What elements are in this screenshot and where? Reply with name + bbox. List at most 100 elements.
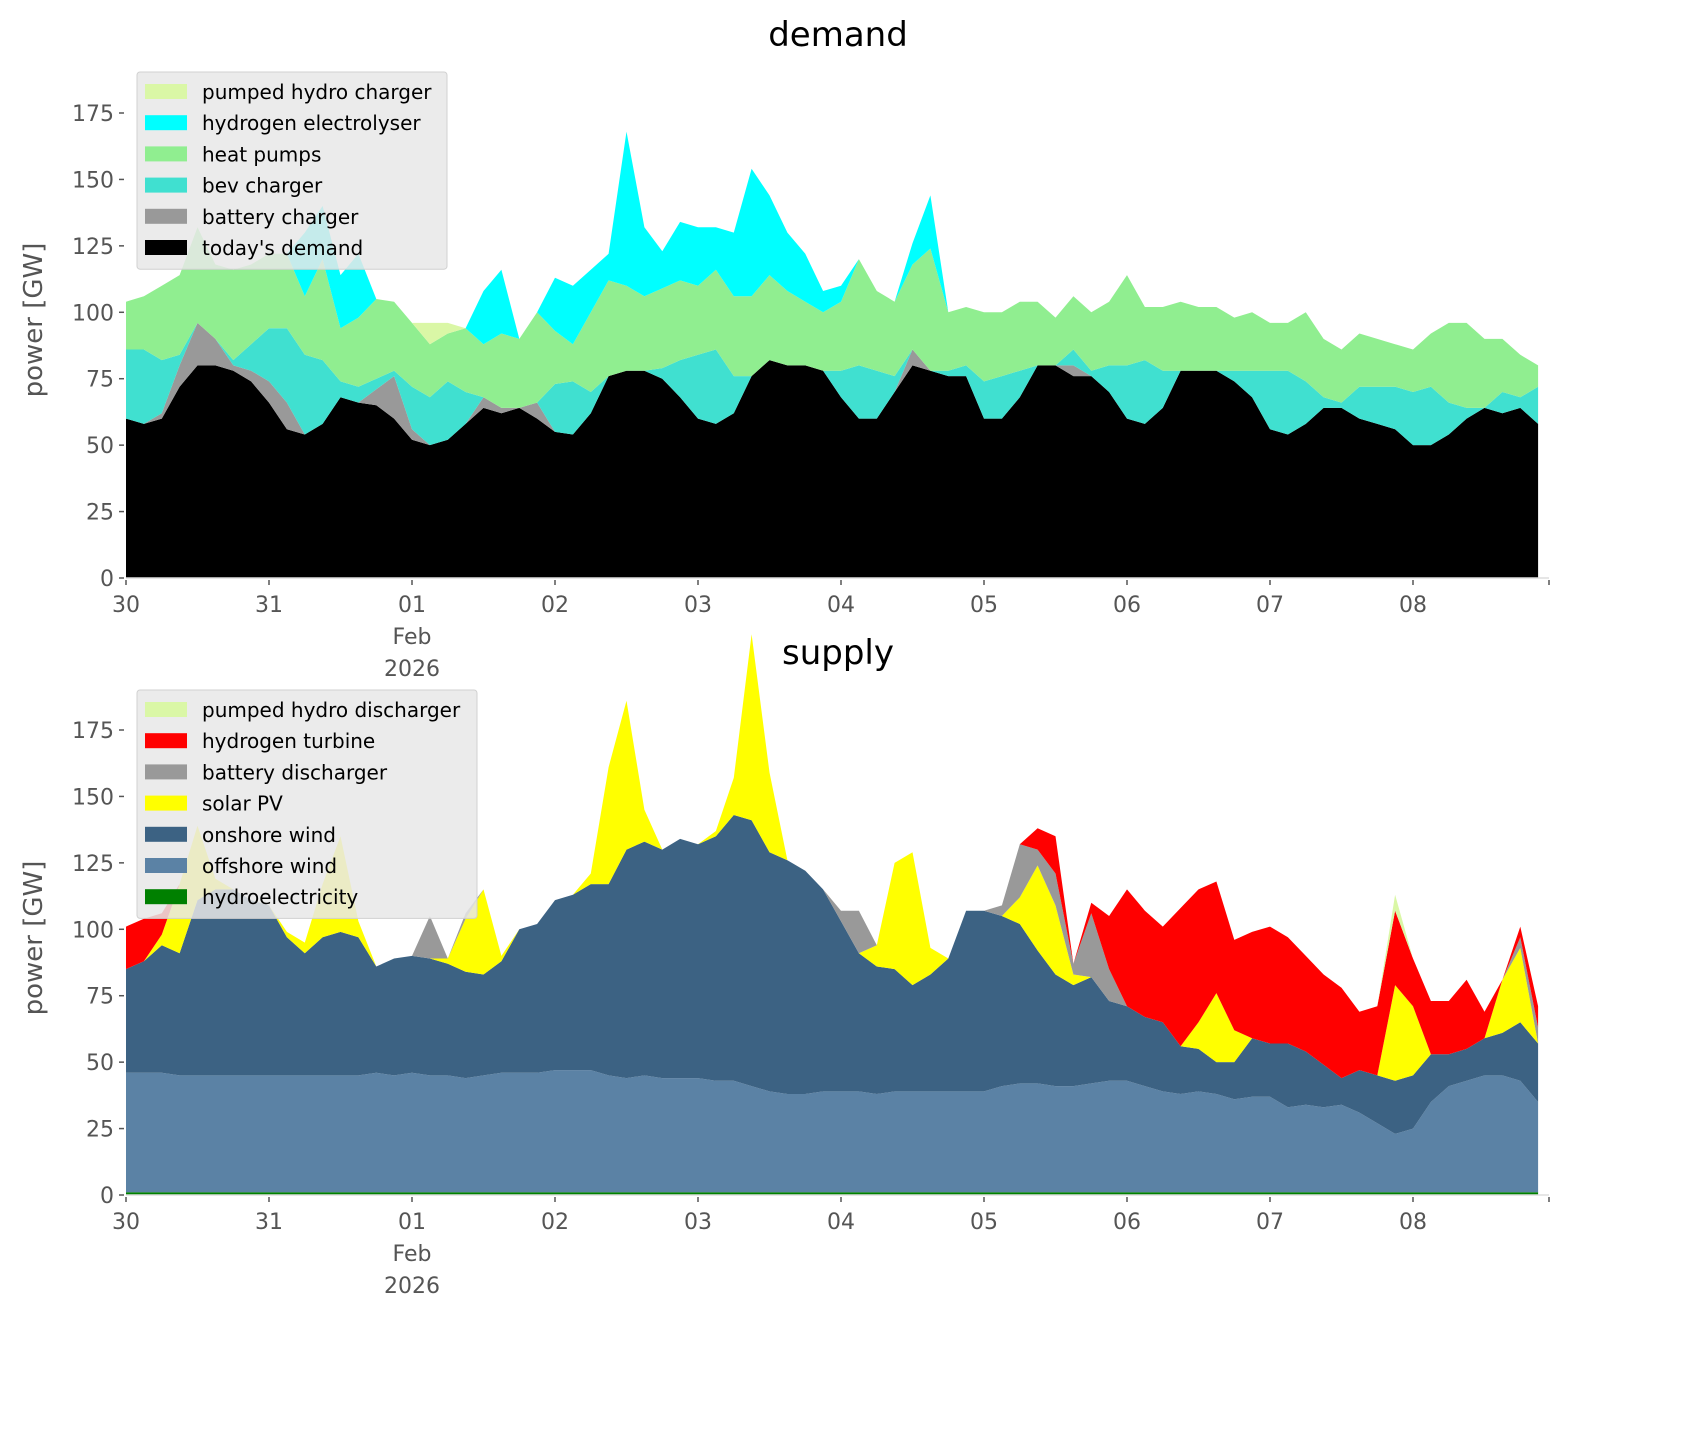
x-tick-label: 03	[684, 1210, 712, 1235]
x-tick-label: 07	[1256, 593, 1284, 618]
x-tick-label: 2026	[384, 657, 440, 682]
legend-swatch	[145, 115, 187, 131]
legend-swatch	[145, 177, 187, 193]
x-tick-label: 30	[112, 593, 140, 618]
legend-item-pumped-hydro-discharger: pumped hydro discharger	[145, 698, 461, 722]
legend-swatch	[145, 733, 187, 749]
x-tick-label: 02	[541, 593, 569, 618]
legend-item-hydrogen-electrolyser: hydrogen electrolyser	[145, 111, 421, 135]
y-tick-label: 25	[86, 501, 114, 526]
y-tick-label: 0	[100, 567, 114, 592]
legend-label: pumped hydro charger	[202, 80, 432, 104]
legend-swatch	[145, 889, 187, 905]
demand-x-ticks: 30 31 01 Feb 2026 02 03 04 05 06 07 08	[112, 580, 1550, 682]
legend-item-today-s-demand: today's demand	[145, 236, 363, 260]
legend-item-battery-discharger: battery discharger	[145, 760, 388, 784]
legend-item-hydrogen-turbine: hydrogen turbine	[145, 729, 375, 753]
x-tick-label: 06	[1113, 1210, 1141, 1235]
legend-swatch	[145, 826, 187, 842]
demand-y-ticks: 0 25 50 75 100 125 150 175	[72, 102, 124, 592]
y-tick-label: 175	[72, 719, 114, 744]
legend-item-battery-charger: battery charger	[145, 205, 359, 229]
x-tick-label: 06	[1113, 593, 1141, 618]
legend-item-heat-pumps: heat pumps	[145, 142, 321, 166]
x-tick-label: 05	[970, 1210, 998, 1235]
x-tick-label: 03	[684, 593, 712, 618]
legend-swatch	[145, 702, 187, 717]
legend-swatch	[145, 858, 187, 873]
legend-frame	[136, 71, 448, 270]
x-tick-label: 04	[827, 593, 855, 618]
legend-item-pumped-hydro-charger: pumped hydro charger	[145, 80, 432, 104]
demand-panel: demand 0 25 50 75 100 125 150 175 30 31 01 Feb 2026…	[19, 15, 1550, 682]
x-tick-label: Feb	[393, 1242, 432, 1267]
area-offshore-wind	[126, 1070, 1539, 1193]
supply-title: supply	[782, 633, 894, 673]
x-tick-label: 30	[112, 1210, 140, 1235]
y-tick-label: 50	[86, 434, 114, 459]
legend-label: battery discharger	[202, 760, 388, 784]
legend-swatch	[145, 208, 187, 224]
legend-item-hydroelectricity: hydroelectricity	[145, 885, 358, 909]
legend-label: onshore wind	[202, 823, 336, 847]
y-tick-label: 150	[72, 785, 114, 810]
legend-label: today's demand	[202, 236, 363, 260]
legend-label: heat pumps	[202, 142, 321, 166]
legend-swatch	[145, 240, 187, 255]
supply-areas	[126, 634, 1539, 1195]
y-tick-label: 75	[86, 985, 114, 1010]
demand-areas	[126, 131, 1539, 578]
y-tick-label: 25	[86, 1118, 114, 1143]
y-tick-label: 175	[72, 102, 114, 127]
x-tick-label: 01	[398, 1210, 426, 1235]
y-tick-label: 125	[72, 235, 114, 260]
y-tick-label: 50	[86, 1051, 114, 1076]
y-tick-label: 75	[86, 368, 114, 393]
y-tick-label: 100	[72, 301, 114, 326]
supply-panel: supply 0 25 50 75 100 125 150 175 30 31 01 Feb 2026…	[19, 633, 1550, 1299]
legend-frame	[136, 689, 478, 919]
y-tick-label: 150	[72, 168, 114, 193]
y-tick-label: 0	[100, 1184, 114, 1209]
legend-label: hydrogen turbine	[202, 729, 375, 753]
legend-item-solar-pv: solar PV	[145, 792, 283, 816]
legend-label: hydrogen electrolyser	[202, 111, 421, 135]
legend-item-bev-charger: bev charger	[145, 174, 323, 198]
x-tick-label: Feb	[393, 625, 432, 650]
legend-item-onshore-wind: onshore wind	[145, 823, 336, 847]
area-today-s-demand	[126, 360, 1539, 578]
x-tick-label: 02	[541, 1210, 569, 1235]
legend-swatch	[145, 795, 187, 811]
x-tick-label: 08	[1399, 1210, 1427, 1235]
area-solar-pv	[126, 634, 1539, 1081]
legend-label: solar PV	[202, 792, 283, 816]
area-hydrogen-electrolyser	[126, 131, 1539, 366]
legend-swatch	[145, 764, 187, 780]
supply-legend: pumped hydro discharger hydrogen turbine b…	[136, 689, 478, 919]
x-tick-label: 2026	[384, 1274, 440, 1299]
legend-label: battery charger	[202, 205, 359, 229]
x-tick-label: 31	[255, 1210, 283, 1235]
x-tick-label: 05	[970, 593, 998, 618]
legend-label: offshore wind	[202, 854, 337, 878]
legend-swatch	[145, 146, 187, 162]
supply-y-ticks: 0 25 50 75 100 125 150 175	[72, 719, 124, 1209]
legend-label: pumped hydro discharger	[202, 698, 461, 722]
x-tick-label: 08	[1399, 593, 1427, 618]
area-hydrogen-turbine	[126, 634, 1539, 1079]
area-heat-pumps	[126, 227, 1539, 408]
legend-label: hydroelectricity	[202, 885, 358, 909]
y-tick-label: 100	[72, 918, 114, 943]
supply-y-axis-label: power [GW]	[19, 861, 49, 1016]
demand-title: demand	[768, 15, 908, 55]
supply-x-ticks: 30 31 01 Feb 2026 02 03 04 05 06 07 08	[112, 1197, 1550, 1299]
x-tick-label: 01	[398, 593, 426, 618]
x-tick-label: 07	[1256, 1210, 1284, 1235]
legend-item-offshore-wind: offshore wind	[145, 854, 337, 878]
x-tick-label: 04	[827, 1210, 855, 1235]
legend-swatch	[145, 84, 187, 99]
demand-y-axis-label: power [GW]	[19, 243, 49, 398]
x-tick-label: 31	[255, 593, 283, 618]
legend-label: bev charger	[202, 174, 323, 198]
